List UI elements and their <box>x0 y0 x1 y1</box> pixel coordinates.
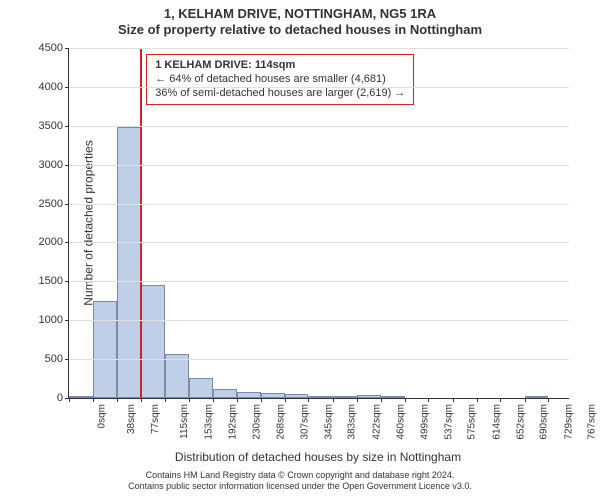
grid-line <box>69 320 569 321</box>
x-tick-mark <box>189 398 190 402</box>
y-tick-label: 4000 <box>39 81 63 93</box>
x-tick-label: 729sqm <box>563 404 574 440</box>
x-tick-label: 575sqm <box>467 404 478 440</box>
callout-line-1: ← 64% of detached houses are smaller (4,… <box>155 73 405 87</box>
x-tick-label: 192sqm <box>228 404 239 440</box>
callout-line-2: 36% of semi-detached houses are larger (… <box>155 87 405 101</box>
hist-bar <box>357 395 381 398</box>
marker-callout: 1 KELHAM DRIVE: 114sqm ← 64% of detached… <box>146 54 414 105</box>
grid-line <box>69 48 569 49</box>
x-tick-label: 0sqm <box>96 404 107 428</box>
hist-bar <box>69 396 93 398</box>
hist-bar <box>141 285 165 398</box>
x-tick-label: 652sqm <box>515 404 526 440</box>
x-tick-label: 38sqm <box>126 404 137 434</box>
x-tick-mark <box>69 398 70 402</box>
x-tick-label: 422sqm <box>371 404 382 440</box>
figure: 1, KELHAM DRIVE, NOTTINGHAM, NG5 1RA Siz… <box>0 0 600 500</box>
hist-bar <box>237 392 261 398</box>
y-tick-mark <box>65 48 69 49</box>
hist-bar <box>333 396 357 398</box>
supertitle: 1, KELHAM DRIVE, NOTTINGHAM, NG5 1RA <box>0 6 600 21</box>
x-tick-mark <box>428 398 429 402</box>
hist-bar <box>165 354 189 398</box>
hist-bar <box>261 393 285 398</box>
y-tick-mark <box>65 320 69 321</box>
plot-area: 1 KELHAM DRIVE: 114sqm ← 64% of detached… <box>68 48 569 399</box>
hist-bar <box>285 394 309 398</box>
x-tick-label: 537sqm <box>443 404 454 440</box>
y-tick-mark <box>65 126 69 127</box>
x-tick-mark <box>381 398 382 402</box>
x-tick-label: 614sqm <box>491 404 502 440</box>
x-tick-mark <box>117 398 118 402</box>
grid-line <box>69 359 569 360</box>
y-tick-mark <box>65 165 69 166</box>
x-tick-mark <box>237 398 238 402</box>
hist-bar <box>381 396 405 398</box>
x-axis-label: Distribution of detached houses by size … <box>68 450 568 464</box>
callout-title: 1 KELHAM DRIVE: 114sqm <box>155 59 405 73</box>
x-tick-label: 499sqm <box>419 404 430 440</box>
y-tick-label: 3000 <box>39 159 63 171</box>
marker-line <box>140 48 142 398</box>
x-tick-mark <box>165 398 166 402</box>
grid-line <box>69 165 569 166</box>
x-tick-mark <box>525 398 526 402</box>
subtitle: Size of property relative to detached ho… <box>0 22 600 37</box>
x-tick-mark <box>500 398 501 402</box>
x-tick-mark <box>333 398 334 402</box>
x-tick-mark <box>285 398 286 402</box>
x-tick-label: 268sqm <box>275 404 286 440</box>
x-tick-mark <box>548 398 549 402</box>
x-tick-label: 230sqm <box>251 404 262 440</box>
y-tick-mark <box>65 204 69 205</box>
grid-line <box>69 126 569 127</box>
y-tick-label: 1000 <box>39 314 63 326</box>
footer-line-1: Contains HM Land Registry data © Crown c… <box>0 470 600 481</box>
y-tick-mark <box>65 87 69 88</box>
x-tick-mark <box>477 398 478 402</box>
x-tick-mark <box>261 398 262 402</box>
hist-bar <box>93 301 117 398</box>
x-tick-mark <box>357 398 358 402</box>
hist-bar <box>525 396 549 398</box>
x-tick-mark <box>141 398 142 402</box>
hist-bar <box>189 378 213 398</box>
x-tick-label: 153sqm <box>203 404 214 440</box>
y-tick-label: 0 <box>57 392 63 404</box>
y-tick-label: 2500 <box>39 198 63 210</box>
x-tick-mark <box>453 398 454 402</box>
y-tick-label: 4500 <box>39 42 63 54</box>
footer-line-2: Contains public sector information licen… <box>0 481 600 492</box>
y-tick-mark <box>65 242 69 243</box>
x-tick-label: 307sqm <box>299 404 310 440</box>
y-tick-label: 3500 <box>39 120 63 132</box>
grid-line <box>69 204 569 205</box>
x-tick-mark <box>405 398 406 402</box>
x-tick-mark <box>93 398 94 402</box>
y-tick-label: 2000 <box>39 236 63 248</box>
x-tick-label: 115sqm <box>179 404 190 439</box>
x-tick-label: 690sqm <box>539 404 550 440</box>
y-tick-label: 500 <box>45 353 63 365</box>
x-tick-mark <box>213 398 214 402</box>
x-tick-label: 460sqm <box>395 404 406 440</box>
x-tick-label: 345sqm <box>323 404 334 440</box>
y-tick-label: 1500 <box>39 275 63 287</box>
y-tick-mark <box>65 281 69 282</box>
grid-line <box>69 87 569 88</box>
y-tick-mark <box>65 359 69 360</box>
x-tick-label: 77sqm <box>150 404 161 434</box>
x-tick-label: 767sqm <box>587 404 598 440</box>
x-tick-mark <box>308 398 309 402</box>
hist-bar <box>117 127 141 398</box>
grid-line <box>69 242 569 243</box>
hist-bar <box>308 396 332 398</box>
x-tick-label: 383sqm <box>347 404 358 440</box>
footer: Contains HM Land Registry data © Crown c… <box>0 470 600 492</box>
hist-bar <box>213 389 237 398</box>
grid-line <box>69 281 569 282</box>
